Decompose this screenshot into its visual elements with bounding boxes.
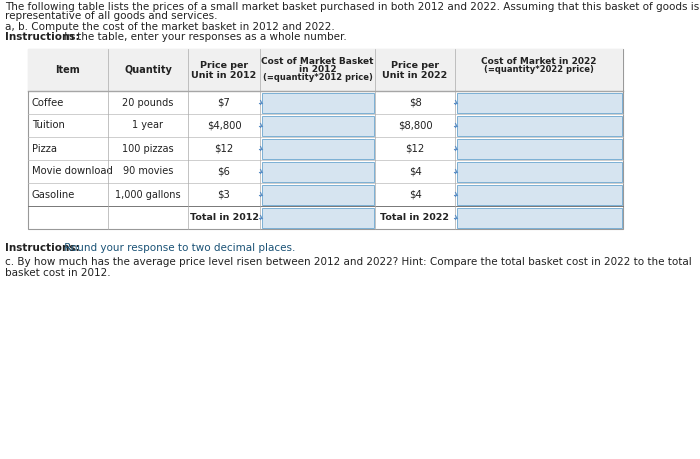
Text: $6: $6 [218,167,230,177]
Text: Total in 2012: Total in 2012 [190,213,258,222]
Bar [262,185,374,205]
Text: Cost of Market in 2022: Cost of Market in 2022 [482,57,596,67]
Bar [456,207,622,228]
Text: Price per: Price per [391,61,439,69]
Text: Cost of Market Basket: Cost of Market Basket [261,57,374,67]
Text: Tuition: Tuition [32,121,65,130]
Bar [456,116,622,135]
Text: 1 year: 1 year [132,121,164,130]
Bar [456,139,622,158]
Bar [262,116,374,135]
Text: $7: $7 [218,97,230,107]
Text: (=quantity*2022 price): (=quantity*2022 price) [484,66,594,74]
Text: Unit in 2022: Unit in 2022 [382,71,447,79]
Text: Coffee: Coffee [32,97,64,107]
Text: $3: $3 [218,190,230,200]
Text: Round your response to two decimal places.: Round your response to two decimal place… [61,243,295,253]
Text: 1,000 gallons: 1,000 gallons [116,190,181,200]
Text: Price per: Price per [200,61,248,69]
Text: The following table lists the prices of a small market basket purchased in both : The following table lists the prices of … [5,2,699,12]
Text: Total in 2022: Total in 2022 [381,213,449,222]
Text: Instructions:: Instructions: [5,32,80,42]
Text: $12: $12 [405,144,425,153]
Bar [262,207,374,228]
Text: a, b. Compute the cost of the market basket in 2012 and 2022.: a, b. Compute the cost of the market bas… [5,22,335,32]
Text: Instructions:: Instructions: [5,243,80,253]
Text: Item: Item [55,65,80,75]
Text: In the table, enter your responses as a whole number.: In the table, enter your responses as a … [61,32,346,42]
Text: representative of all goods and services.: representative of all goods and services… [5,11,218,21]
Bar [262,139,374,158]
Bar [262,93,374,112]
Text: (=quantity*2012 price): (=quantity*2012 price) [262,73,372,83]
Text: Gasoline: Gasoline [32,190,76,200]
Text: basket cost in 2012.: basket cost in 2012. [5,268,111,278]
Text: $4,800: $4,800 [206,121,242,130]
Bar [28,49,623,229]
Bar [456,162,622,181]
Text: in 2012: in 2012 [299,66,336,74]
Text: Pizza: Pizza [32,144,57,153]
Text: c. By how much has the average price level risen between 2012 and 2022? Hint: Co: c. By how much has the average price lev… [5,257,692,267]
Bar [28,49,623,91]
Text: 20 pounds: 20 pounds [122,97,174,107]
Text: Movie download: Movie download [32,167,113,177]
Text: Unit in 2012: Unit in 2012 [191,71,257,79]
Bar [456,185,622,205]
Text: 100 pizzas: 100 pizzas [122,144,174,153]
Text: $12: $12 [214,144,234,153]
Bar [262,162,374,181]
Text: $8,800: $8,800 [398,121,433,130]
Text: $8: $8 [409,97,421,107]
Text: $4: $4 [409,167,421,177]
Text: Quantity: Quantity [124,65,172,75]
Text: $4: $4 [409,190,421,200]
Bar [456,93,622,112]
Text: 90 movies: 90 movies [122,167,173,177]
